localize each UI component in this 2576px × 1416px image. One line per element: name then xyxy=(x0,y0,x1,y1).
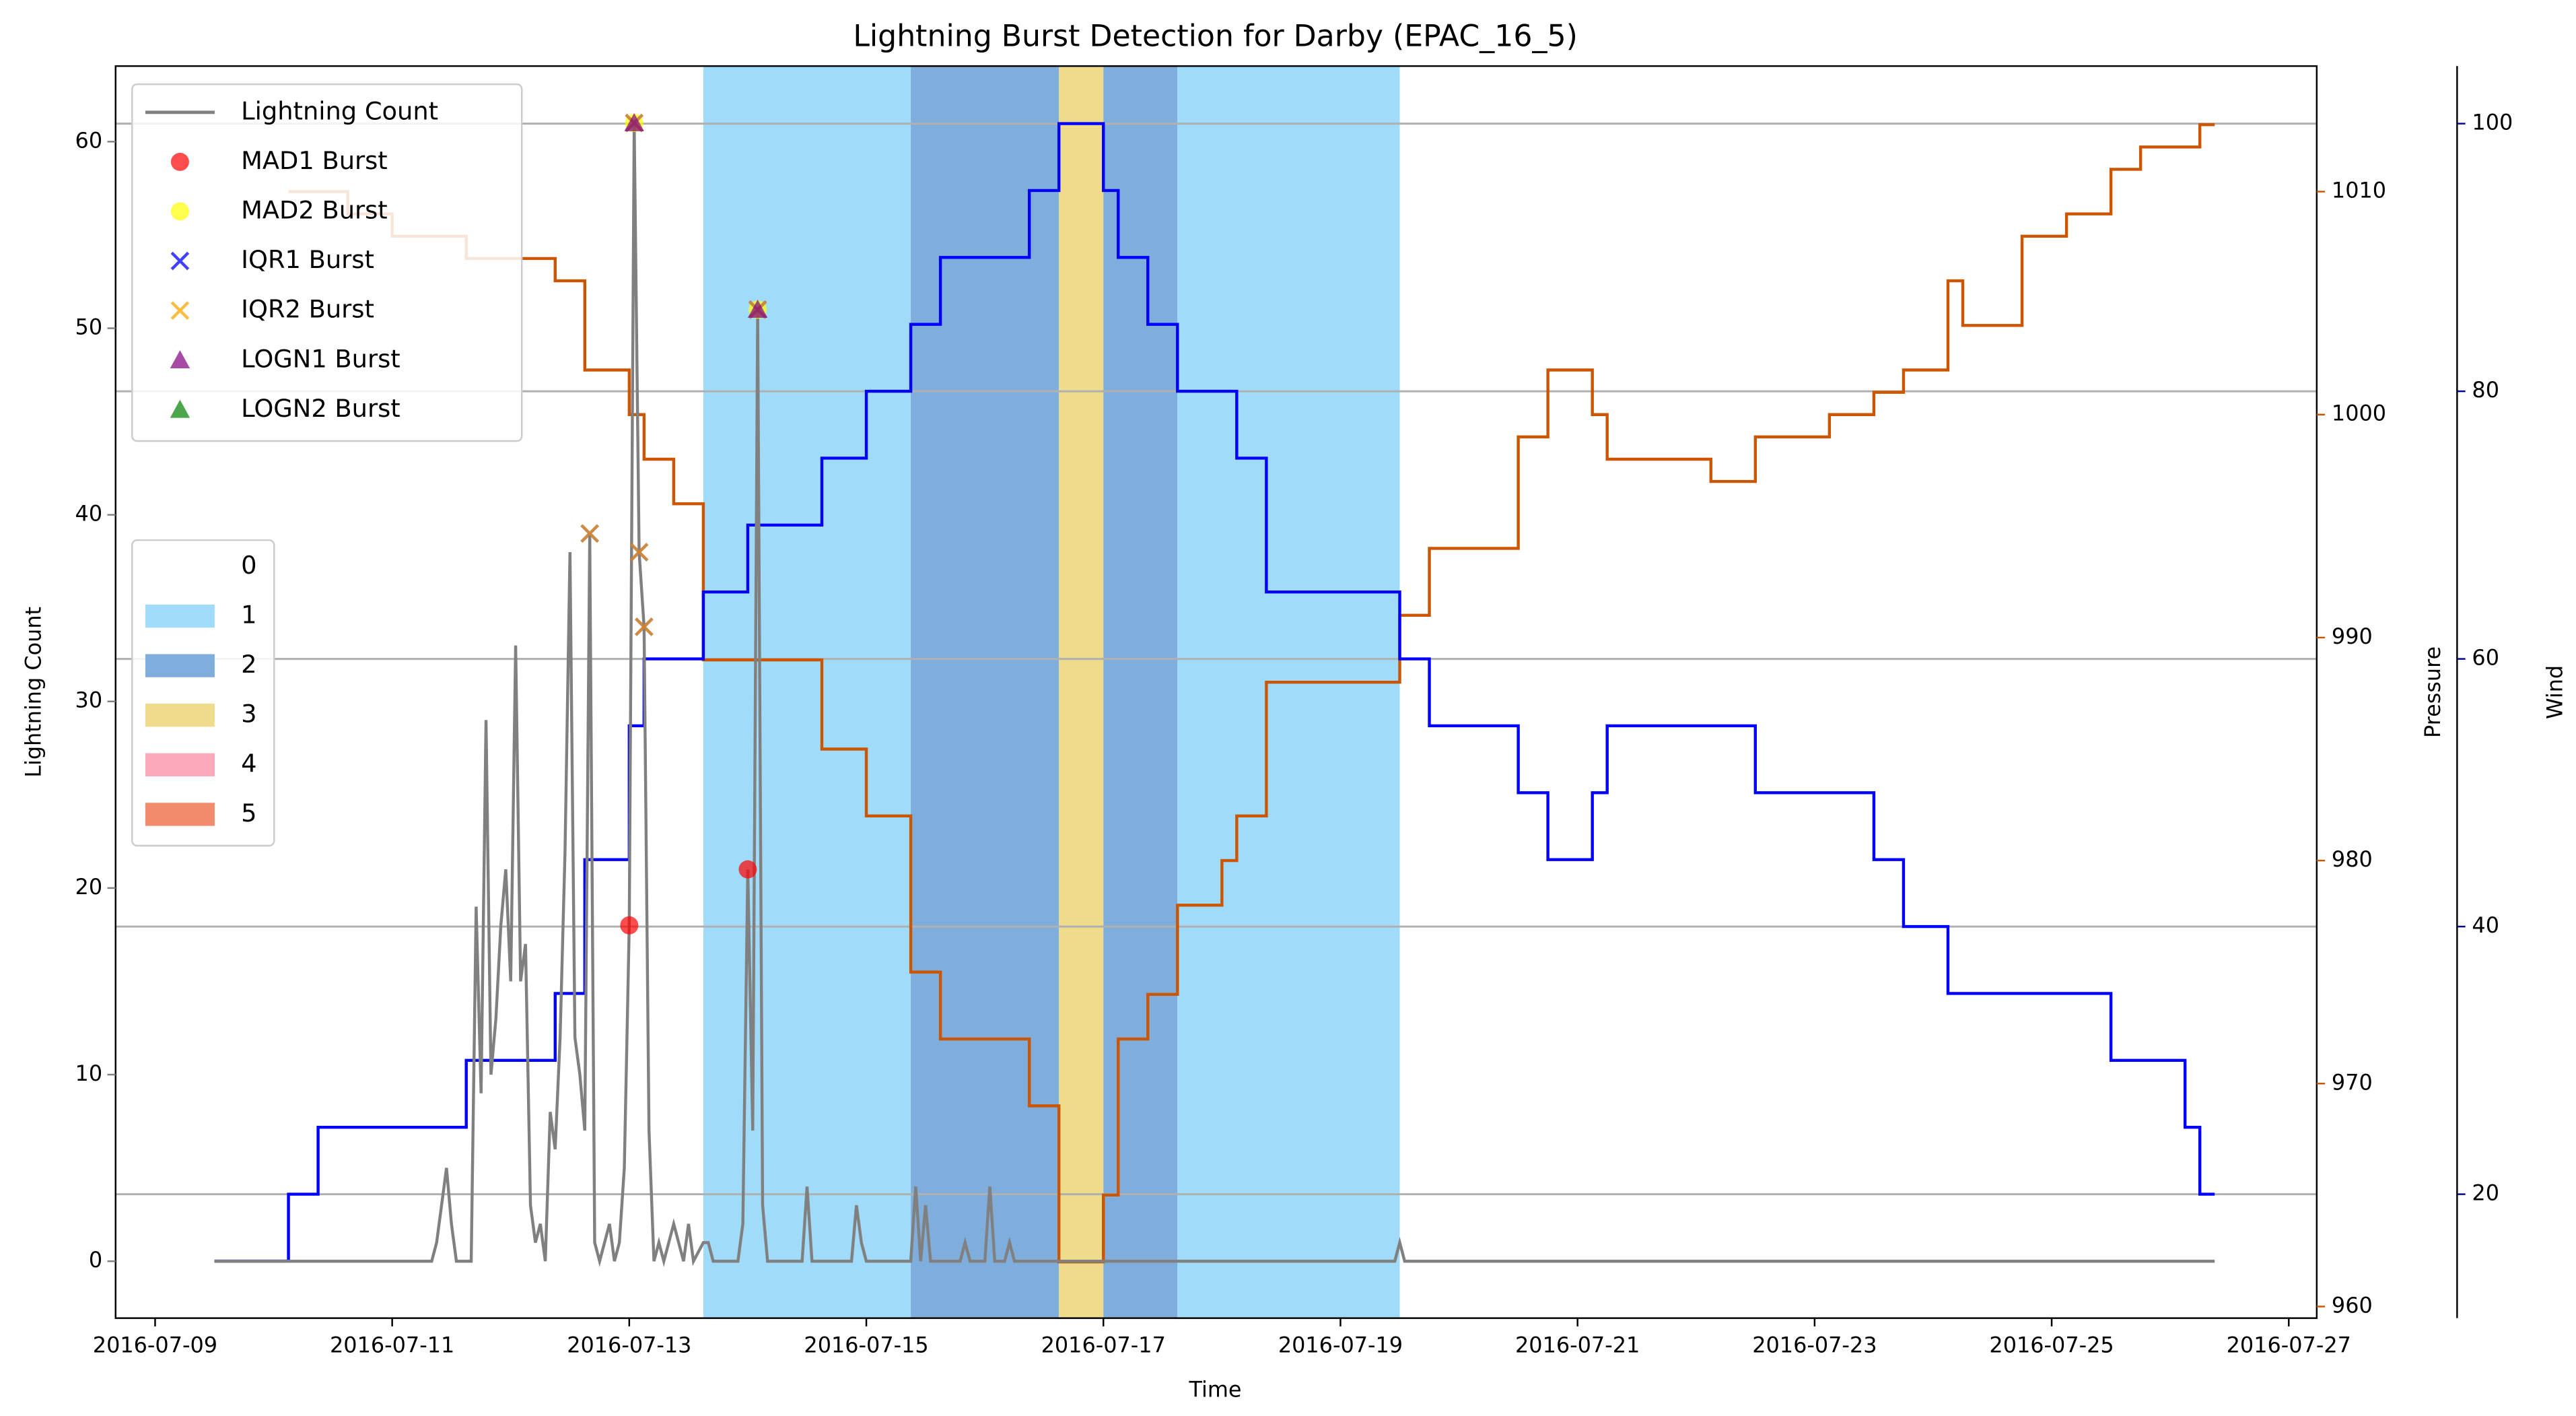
y2-tick-label: 970 xyxy=(2332,1069,2373,1095)
burst-marker xyxy=(170,350,190,369)
y-tick-label: 50 xyxy=(75,314,103,339)
x-tick-label: 2016-07-09 xyxy=(93,1332,217,1357)
legend-label: Lightning Count xyxy=(241,96,438,125)
intensity-band xyxy=(1103,66,1178,1318)
x-tick-label: 2016-07-21 xyxy=(1515,1332,1640,1357)
y-tick-label: 30 xyxy=(75,687,103,713)
y3-tick-label: 40 xyxy=(2472,912,2499,938)
legend-label: 5 xyxy=(241,799,256,828)
burst-marker xyxy=(635,617,654,636)
y2-axis-label: Pressure xyxy=(2420,646,2445,738)
y-tick-label: 20 xyxy=(75,874,103,900)
y3-tick-label: 80 xyxy=(2472,377,2499,403)
x-tick-label: 2016-07-23 xyxy=(1752,1332,1877,1357)
legend-patch xyxy=(145,604,215,628)
x-tick-label: 2016-07-27 xyxy=(2227,1332,2351,1357)
legend-patch xyxy=(145,803,215,826)
legend-label: MAD1 Burst xyxy=(241,146,388,175)
y2-tick-label: 1010 xyxy=(2332,178,2386,203)
y3-tick-label: 60 xyxy=(2472,645,2499,671)
y3-tick-label: 20 xyxy=(2472,1180,2499,1206)
legend-layer: Lightning Count MAD1 Burst MAD2 Burst IQR1 … xyxy=(131,83,523,847)
burst-marker xyxy=(170,202,189,221)
y3-tick-label: 100 xyxy=(2472,110,2513,135)
y2-tick-label: 990 xyxy=(2332,623,2373,649)
legend-label: IQR2 Burst xyxy=(241,295,374,324)
y2-tick-label: 960 xyxy=(2332,1292,2373,1318)
x-tick-label: 2016-07-17 xyxy=(1041,1332,1166,1357)
axis-layer: 2016-07-09 2016-07-11 2016-07-13 2016-07-15… xyxy=(75,65,2513,1357)
legend-label: 2 xyxy=(241,650,256,679)
y2-tick-label: 1000 xyxy=(2332,401,2386,426)
intensity-band xyxy=(1059,66,1104,1318)
intensity-band xyxy=(703,66,911,1318)
y-tick-label: 0 xyxy=(89,1247,102,1273)
legend-label: MAD2 Burst xyxy=(241,196,388,225)
legend-label: 0 xyxy=(241,551,256,580)
legend-patch xyxy=(145,654,215,677)
pressure-line xyxy=(288,123,2215,1264)
x-axis-label: Time xyxy=(1189,1377,1242,1403)
y2-tick-label: 980 xyxy=(2332,846,2373,872)
burst-marker xyxy=(629,543,649,562)
burst-marker xyxy=(170,251,190,271)
legend-patch xyxy=(145,704,215,727)
x-tick-label: 2016-07-13 xyxy=(567,1332,691,1357)
burst-marker xyxy=(747,300,768,318)
y3-axis-label: Wind xyxy=(2542,665,2568,719)
burst-marker xyxy=(170,152,189,171)
burst-marker xyxy=(624,112,644,131)
x-tick-label: 2016-07-19 xyxy=(1278,1332,1403,1357)
x-tick-label: 2016-07-25 xyxy=(1989,1332,2114,1357)
legend-label: 4 xyxy=(241,749,256,778)
intensity-band xyxy=(1177,66,1400,1318)
y-tick-label: 60 xyxy=(75,127,103,153)
band-layer xyxy=(703,66,1400,1318)
y-axis-label: Lightning Count xyxy=(21,607,46,778)
legend-box xyxy=(131,83,523,442)
lightning-line xyxy=(214,123,2215,1267)
x-tick-label: 2016-07-15 xyxy=(804,1332,928,1357)
line-layer xyxy=(214,122,2215,1267)
legend-label: 3 xyxy=(241,700,256,729)
x-tick-label: 2016-07-11 xyxy=(330,1332,454,1357)
burst-marker xyxy=(170,301,190,321)
plot-frame xyxy=(114,65,2318,1319)
y-tick-label: 40 xyxy=(75,501,103,527)
marker-layer xyxy=(580,112,768,935)
burst-marker xyxy=(738,860,757,879)
burst-marker xyxy=(580,524,599,543)
y-tick-label: 10 xyxy=(75,1060,103,1086)
legend-label: IQR1 Burst xyxy=(241,245,374,274)
burst-marker xyxy=(170,399,190,418)
legend-label: 1 xyxy=(241,601,256,630)
legend-patch xyxy=(145,753,215,777)
intensity-band xyxy=(911,66,1059,1318)
burst-marker xyxy=(620,916,639,935)
legend-label: LOGN2 Burst xyxy=(241,394,401,423)
chart-title: Lightning Burst Detection for Darby (EPA… xyxy=(853,19,1577,53)
legend-label: LOGN1 Burst xyxy=(241,344,401,373)
